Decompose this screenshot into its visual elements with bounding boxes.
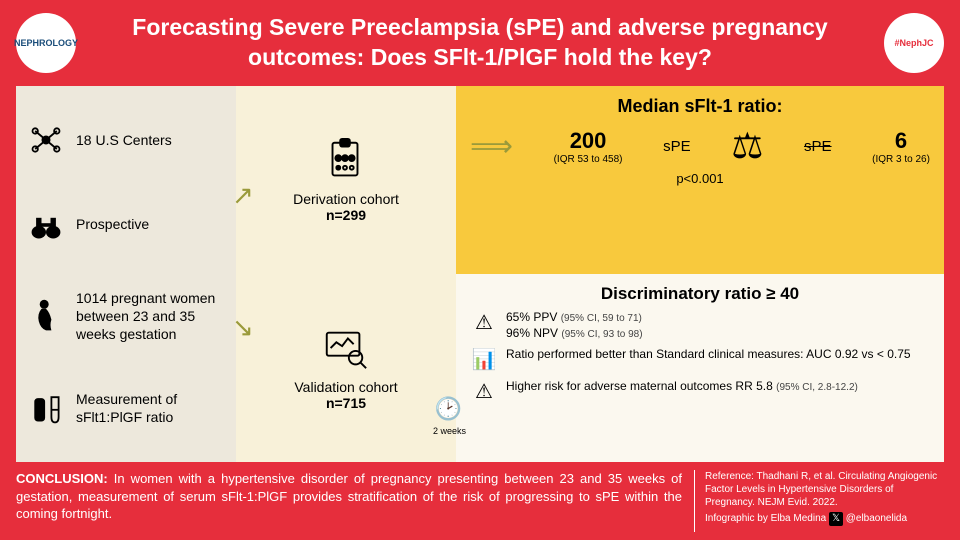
population-item: 1014 pregnant women between 23 and 35 we… <box>26 289 226 344</box>
disc-title: Discriminatory ratio ≥ 40 <box>470 284 930 304</box>
validation-label: Validation cohortn=715 <box>294 379 397 411</box>
prospective-text: Prospective <box>76 215 149 233</box>
reference-text: Reference: Thadhani R, et al. Circulatin… <box>705 470 944 509</box>
validation-cell: ↘ Validation cohortn=715 🕑 2 weeks <box>236 274 456 462</box>
monitor-chart-icon <box>321 325 371 375</box>
credit-text: Infographic by Elba Medina 𝕏 @elbaonelid… <box>705 512 944 526</box>
page-title: Forecasting Severe Preeclampsia (sPE) an… <box>88 13 872 73</box>
centers-text: 18 U.S Centers <box>76 131 172 149</box>
median-title: Median sFlt-1 ratio: <box>470 96 930 117</box>
performance-icon: 📊 <box>470 347 498 373</box>
clock-icon: 🕑 <box>435 396 462 422</box>
header: NEPHROLOGY Forecasting Severe Preeclamps… <box>0 0 960 86</box>
median-body: ⟹ 200 (IQR 53 to 458) sPE ⚖ sPE 6 (IQR 3… <box>470 125 930 167</box>
rr-row: ⚠ Higher risk for adverse maternal outco… <box>470 379 930 405</box>
no-spe-value-block: 6 (IQR 3 to 26) <box>872 128 930 165</box>
binoculars-icon <box>26 205 66 245</box>
population-text: 1014 pregnant women between 23 and 35 we… <box>76 289 226 344</box>
ppv-npv-row: ⚠ 65% PPV (95% CI, 59 to 71) 96% NPV (95… <box>470 310 930 341</box>
derivation-label: Derivation cohortn=299 <box>293 191 399 223</box>
arrow-down-icon: ↘ <box>232 312 254 343</box>
conclusion-text: CONCLUSION: In women with a hypertensive… <box>16 470 682 532</box>
measurement-text: Measurement of sFlt1:PlGF ratio <box>76 390 226 426</box>
arrow-up-icon: ↗ <box>232 180 254 211</box>
p-value: p<0.001 <box>470 171 930 186</box>
warning-pregnant-icon: ⚠ <box>470 379 498 405</box>
x-icon: 𝕏 <box>829 512 843 526</box>
median-ratio-cell: Median sFlt-1 ratio: ⟹ 200 (IQR 53 to 45… <box>456 86 944 274</box>
reference-block: Reference: Thadhani R, et al. Circulatin… <box>694 470 944 532</box>
clipboard-people-icon <box>321 137 371 187</box>
footer: CONCLUSION: In women with a hypertensive… <box>0 462 960 540</box>
scale-icon: ⚖ <box>731 125 763 167</box>
network-icon <box>26 120 66 160</box>
prospective-item: Prospective <box>26 205 226 245</box>
spe-value-block: 200 (IQR 53 to 458) <box>554 128 623 165</box>
nephjc-logo: #NephJC <box>884 13 944 73</box>
centers-item: 18 U.S Centers <box>26 120 226 160</box>
auc-row: 📊 Ratio performed better than Standard c… <box>470 347 930 373</box>
weeks-label: 2 weeks <box>433 426 466 436</box>
arrow-right-icon: ⟹ <box>470 129 513 164</box>
no-spe-label: sPE <box>804 138 832 155</box>
alert-woman-icon: ⚠ <box>470 310 498 336</box>
blood-test-icon <box>26 388 66 428</box>
discriminatory-cell: Discriminatory ratio ≥ 40 ⚠ 65% PPV (95%… <box>456 274 944 462</box>
infographic-page: NEPHROLOGY Forecasting Severe Preeclamps… <box>0 0 960 540</box>
study-design-column: 18 U.S Centers Prospective 1014 pregnant… <box>16 86 236 462</box>
pregnant-woman-icon <box>26 296 66 336</box>
spe-label: sPE <box>663 138 691 155</box>
nephrology-logo: NEPHROLOGY <box>16 13 76 73</box>
measurement-item: Measurement of sFlt1:PlGF ratio <box>26 388 226 428</box>
derivation-cell: ↗ Derivation cohortn=299 <box>236 86 456 274</box>
content-grid: 18 U.S Centers Prospective 1014 pregnant… <box>16 86 944 462</box>
